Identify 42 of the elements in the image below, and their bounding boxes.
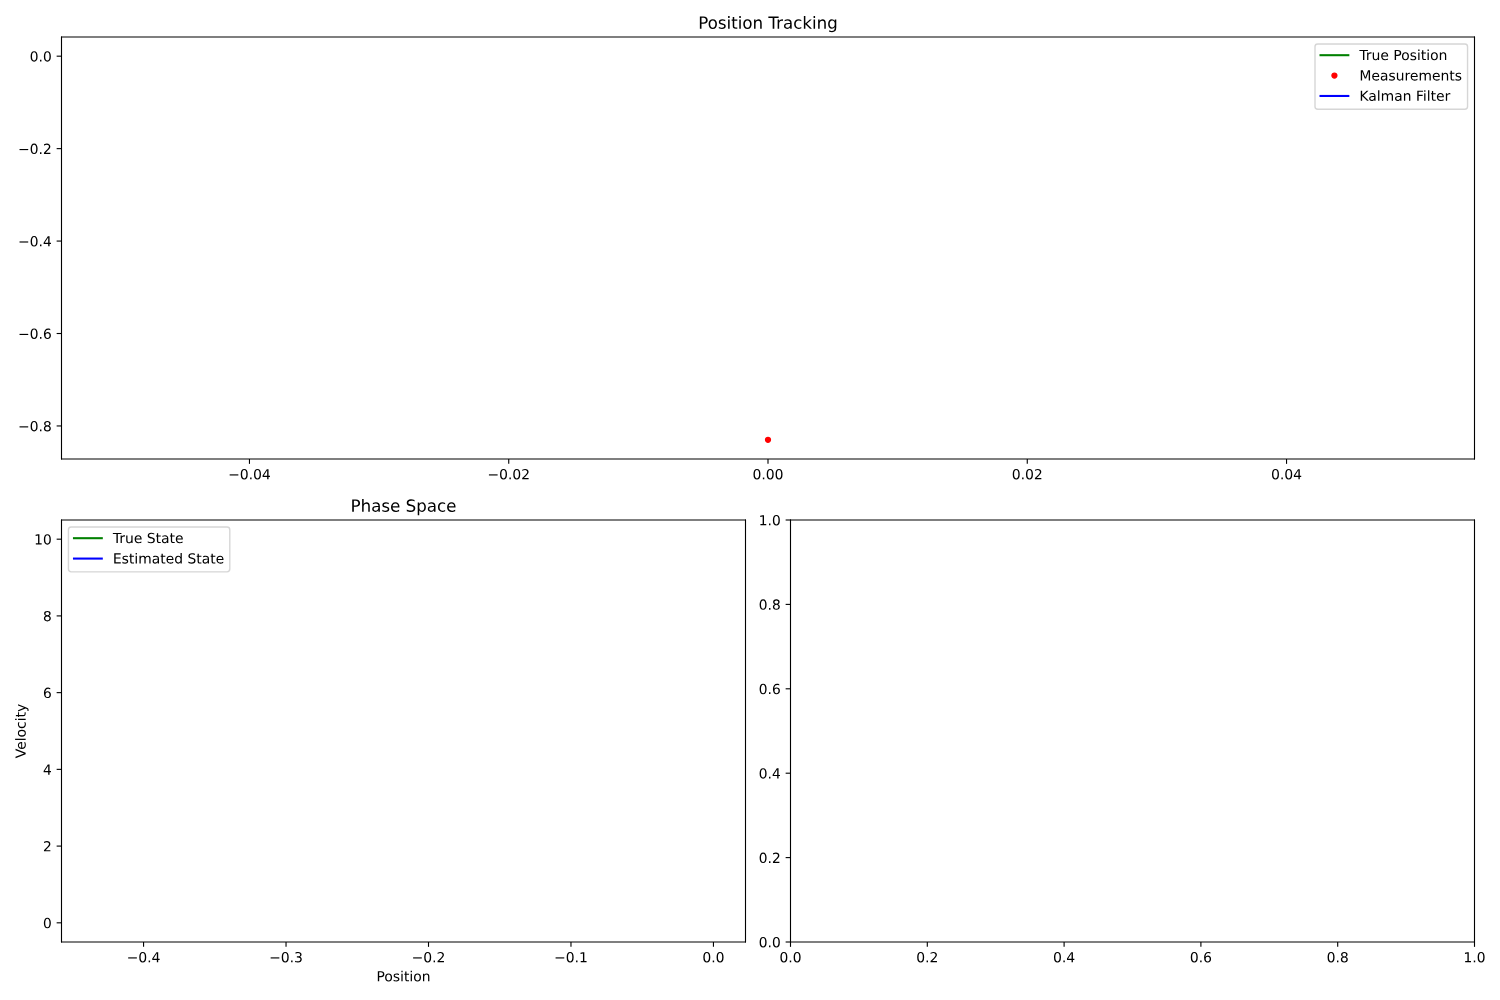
x-tick-label: −0.4 xyxy=(128,951,160,963)
legend-label: True Position xyxy=(1359,49,1447,61)
y-tick-label: −0.6 xyxy=(19,328,51,339)
y-tick-label: 8 xyxy=(43,610,51,622)
y-tick-label: 4 xyxy=(43,764,51,775)
x-tick-label: 1.0 xyxy=(1464,951,1485,963)
x-axis-title: Position xyxy=(377,970,430,982)
y-tick-label: −0.2 xyxy=(19,143,51,155)
chart-title: Position Tracking xyxy=(699,16,837,33)
x-tick-label: 0.04 xyxy=(1271,468,1302,480)
legend-label: Measurements xyxy=(1360,70,1462,81)
y-tick-label: 0.2 xyxy=(759,852,780,864)
y-tick-label: 0.8 xyxy=(759,599,780,610)
x-tick-label: 0.00 xyxy=(753,468,783,480)
y-tick-label: 0 xyxy=(43,917,51,929)
x-tick-label: 0.2 xyxy=(917,951,937,963)
legend-label: Kalman Filter xyxy=(1360,90,1451,102)
legend-label: Estimated State xyxy=(114,552,224,564)
y-tick-label: 0.6 xyxy=(759,683,780,695)
x-tick-label: 0.4 xyxy=(1053,951,1075,963)
y-tick-label: 0.0 xyxy=(30,51,51,62)
y-axis-title: Velocity xyxy=(15,704,29,759)
legend-label: True State xyxy=(112,532,183,544)
x-tick-label: 0.0 xyxy=(703,951,724,963)
y-tick-label: 6 xyxy=(43,687,51,699)
x-tick-label: 0.02 xyxy=(1012,468,1042,480)
y-tick-label: −0.4 xyxy=(19,236,51,247)
y-tick-label: 10 xyxy=(35,534,51,545)
x-tick-label: −0.04 xyxy=(229,468,270,480)
y-tick-label: 0.0 xyxy=(759,936,780,948)
x-tick-label: −0.1 xyxy=(555,951,587,963)
x-tick-label: −0.02 xyxy=(488,468,529,480)
x-tick-label: −0.2 xyxy=(413,951,444,963)
x-tick-label: 0.8 xyxy=(1327,951,1348,963)
y-tick-label: −0.8 xyxy=(19,420,51,432)
x-tick-label: 0.6 xyxy=(1190,951,1212,963)
y-tick-label: 0.4 xyxy=(759,768,780,779)
chart-title: Phase Space xyxy=(352,499,456,516)
x-tick-label: 0.0 xyxy=(780,951,801,963)
x-tick-label: −0.3 xyxy=(270,951,302,963)
y-tick-label: 2 xyxy=(43,841,51,852)
y-tick-label: 1.0 xyxy=(760,514,780,526)
